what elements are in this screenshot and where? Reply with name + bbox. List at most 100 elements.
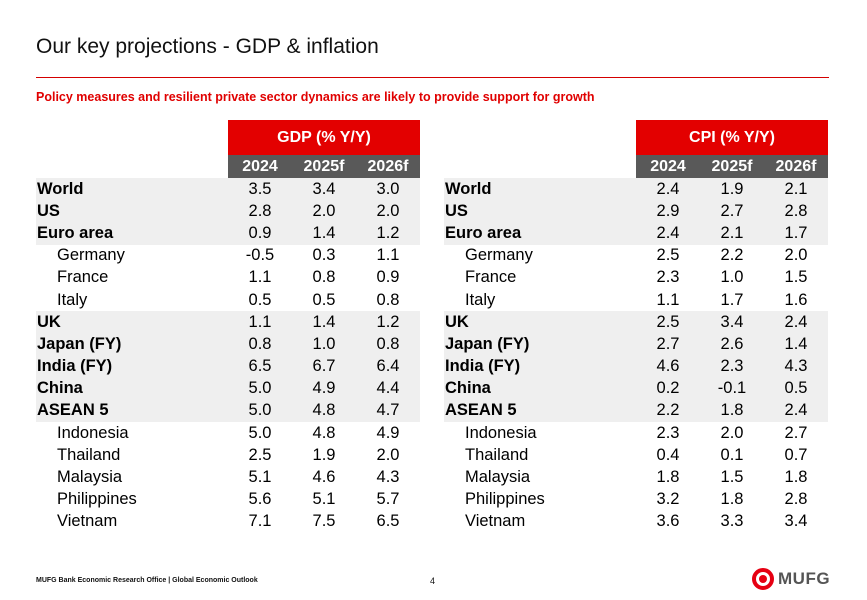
value-cell: 0.8 (376, 334, 400, 353)
table-row: China 0.2 -0.1 0.5 (444, 377, 828, 400)
row-label: Italy (57, 290, 88, 309)
value-cell: 1.9 (312, 445, 336, 464)
value-cell: 2.7 (656, 334, 680, 353)
row-label: Euro area (445, 223, 522, 242)
row-label: Italy (465, 290, 496, 309)
title-divider (36, 77, 829, 78)
value-cell: 2.8 (248, 201, 272, 220)
table-row: Vietnam 7.1 7.5 6.5 (36, 511, 420, 533)
table-row: Italy 1.1 1.7 1.6 (444, 289, 828, 311)
value-cell: 4.3 (784, 357, 808, 376)
value-cell: 7.5 (312, 512, 336, 531)
row-label: US (37, 201, 60, 220)
value-cell: 2.0 (784, 246, 808, 265)
value-cell: 5.6 (248, 490, 272, 509)
row-label: Thailand (465, 445, 529, 464)
cpi-table: CPI (% Y/Y) 2024 2025f 2026f World 2.4 1.9… (444, 120, 828, 533)
value-cell: 1.1 (656, 290, 680, 309)
value-cell: 2.5 (656, 246, 680, 265)
row-label: Vietnam (465, 512, 526, 531)
value-cell: 1.2 (376, 312, 400, 331)
value-cell: 1.8 (720, 490, 744, 509)
value-cell: 1.9 (720, 179, 744, 198)
value-cell: 5.0 (248, 401, 272, 420)
year-header: 2026f (764, 155, 828, 178)
value-cell: 1.8 (784, 468, 808, 487)
value-cell: 3.0 (376, 179, 400, 198)
table-row: India (FY) 4.6 2.3 4.3 (444, 355, 828, 378)
value-cell: 2.8 (784, 490, 808, 509)
table-row: Italy 0.5 0.5 0.8 (36, 289, 420, 311)
table-row: Germany -0.5 0.3 1.1 (36, 245, 420, 267)
value-cell: 2.3 (656, 268, 680, 287)
value-cell: 0.9 (248, 223, 272, 242)
row-label: ASEAN 5 (445, 401, 517, 420)
row-label: Malaysia (57, 468, 123, 487)
value-cell: 2.8 (784, 201, 808, 220)
row-label: India (FY) (445, 357, 521, 376)
row-label: Philippines (57, 490, 137, 509)
value-cell: 2.5 (656, 312, 680, 331)
table-row: ASEAN 5 5.0 4.8 4.7 (36, 399, 420, 423)
value-cell: -0.5 (245, 246, 275, 265)
table-row: France 2.3 1.0 1.5 (444, 267, 828, 289)
year-header: 2025f (700, 155, 764, 178)
row-label: Japan (FY) (37, 334, 122, 353)
table-row: Philippines 5.6 5.1 5.7 (36, 489, 420, 511)
gdp-table: GDP (% Y/Y) 2024 2025f 2026f World 3.5 3.4… (36, 120, 420, 533)
row-label: China (37, 379, 83, 398)
value-cell: 6.4 (376, 357, 400, 376)
year-header: 2024 (636, 155, 700, 178)
table-row: World 3.5 3.4 3.0 (36, 178, 420, 201)
table-row: Indonesia 2.3 2.0 2.7 (444, 422, 828, 444)
value-cell: 2.4 (784, 312, 808, 331)
table-row: US 2.8 2.0 2.0 (36, 200, 420, 223)
row-label: Indonesia (465, 423, 537, 442)
value-cell: 2.3 (720, 357, 744, 376)
value-cell: 1.7 (784, 223, 808, 242)
value-cell: 1.2 (376, 223, 400, 242)
row-label: Philippines (465, 490, 545, 509)
mufg-logo: MUFG (752, 568, 830, 590)
table-row: UK 1.1 1.4 1.2 (36, 311, 420, 334)
table-row: US 2.9 2.7 2.8 (444, 200, 828, 223)
value-cell: 6.5 (248, 357, 272, 376)
value-cell: 2.0 (376, 445, 400, 464)
value-cell: 3.4 (784, 512, 808, 531)
value-cell: 2.4 (784, 401, 808, 420)
row-label: France (465, 268, 517, 287)
gdp-table-title: GDP (% Y/Y) (228, 120, 420, 155)
value-cell: 3.4 (312, 179, 336, 198)
table-row: UK 2.5 3.4 2.4 (444, 311, 828, 334)
value-cell: 0.5 (784, 379, 808, 398)
value-cell: 0.3 (312, 246, 336, 265)
row-label: World (37, 179, 84, 198)
row-label: Indonesia (57, 423, 129, 442)
value-cell: 5.7 (376, 490, 400, 509)
table-row: Philippines 3.2 1.8 2.8 (444, 489, 828, 511)
value-cell: 1.4 (312, 223, 336, 242)
value-cell: 4.6 (312, 468, 336, 487)
value-cell: 1.8 (656, 468, 680, 487)
row-label: World (445, 179, 492, 198)
value-cell: 5.1 (312, 490, 336, 509)
year-header: 2025f (292, 155, 356, 178)
value-cell: 0.8 (312, 268, 336, 287)
value-cell: 1.0 (312, 334, 336, 353)
value-cell: 1.0 (720, 268, 744, 287)
value-cell: 1.4 (784, 334, 808, 353)
value-cell: -0.1 (717, 379, 747, 398)
mufg-logo-icon (752, 568, 774, 590)
mufg-logo-text: MUFG (778, 569, 831, 588)
value-cell: 6.7 (312, 357, 336, 376)
value-cell: 2.9 (656, 201, 680, 220)
row-label: US (445, 201, 468, 220)
value-cell: 0.1 (720, 445, 744, 464)
value-cell: 4.7 (376, 401, 400, 420)
page-subtitle: Policy measures and resilient private se… (36, 90, 595, 104)
row-label: Euro area (37, 223, 114, 242)
table-row: Euro area 0.9 1.4 1.2 (36, 222, 420, 245)
table-row: Malaysia 5.1 4.6 4.3 (36, 466, 420, 488)
value-cell: 1.5 (784, 268, 808, 287)
value-cell: 4.8 (312, 423, 336, 442)
